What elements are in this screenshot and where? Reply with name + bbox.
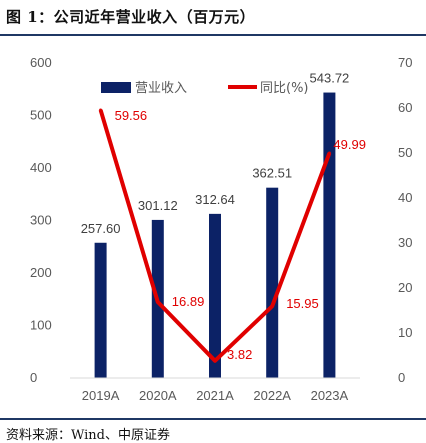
x-axis-tick-label: 2019A — [82, 388, 120, 403]
right-axis-tick-label: 30 — [398, 235, 412, 250]
left-axis-tick-label: 0 — [30, 370, 37, 385]
line-value-label: 59.56 — [115, 108, 148, 123]
data-labels: 257.60 301.12 312.64 362.51 543.72 59.56 16.89… — [81, 71, 366, 362]
left-axis-tick-label: 200 — [30, 265, 52, 280]
x-axis-tick-label: 2020A — [139, 388, 177, 403]
left-axis-tick-label: 500 — [30, 108, 52, 123]
revenue-chart: 0 100 200 300 400 500 600 0 10 20 30 40 50 60 70 2019… — [30, 55, 412, 403]
left-axis-tick-label: 600 — [30, 55, 52, 70]
left-axis-tick-label: 300 — [30, 213, 52, 228]
right-axis-tick-label: 0 — [398, 370, 405, 385]
bar-2021A — [209, 213, 221, 378]
bar-value-label: 543.72 — [310, 71, 350, 86]
yoy-point-2020A — [156, 300, 160, 304]
left-axis-tick-label: 100 — [30, 318, 52, 333]
x-axis-tick-label: 2023A — [311, 388, 349, 403]
left-axis: 0 100 200 300 400 500 600 — [30, 55, 52, 385]
bar-2023A — [323, 92, 336, 378]
bar-value-label: 362.51 — [252, 166, 292, 181]
bar-2019A — [94, 242, 107, 378]
line-value-label: 16.89 — [172, 294, 205, 309]
legend: 营业收入 同比(%) — [101, 81, 309, 96]
bottom-rule — [0, 418, 426, 420]
right-axis-tick-label: 40 — [398, 190, 412, 205]
yoy-point-2019A — [99, 108, 103, 112]
legend-line-label: 同比(%) — [260, 81, 309, 96]
yoy-point-2022A — [270, 304, 274, 308]
line-value-label: 3.82 — [227, 347, 252, 362]
top-rule — [0, 34, 426, 36]
bar-value-label: 312.64 — [195, 192, 235, 207]
right-axis-tick-label: 60 — [398, 100, 412, 115]
source-note: 资料来源：Wind、中原证券 — [6, 428, 170, 443]
line-value-label: 49.99 — [333, 137, 366, 152]
x-axis-tick-label: 2021A — [196, 388, 234, 403]
right-axis-tick-label: 10 — [398, 325, 412, 340]
right-axis-tick-label: 70 — [398, 55, 412, 70]
line-value-label: 15.95 — [286, 296, 319, 311]
bar-series — [94, 92, 336, 378]
x-axis-tick-label: 2022A — [253, 388, 291, 403]
bar-value-label: 301.12 — [138, 198, 178, 213]
chart-title: 图 1：公司近年营业收入（百万元） — [6, 8, 256, 26]
bar-2022A — [266, 187, 279, 378]
line-series — [98, 108, 332, 363]
legend-bar-swatch — [101, 82, 131, 93]
right-axis-tick-label: 50 — [398, 145, 412, 160]
legend-bar-label: 营业收入 — [135, 81, 187, 96]
left-axis-tick-label: 400 — [30, 160, 52, 175]
bar-value-label: 257.60 — [81, 221, 121, 236]
right-axis-tick-label: 20 — [398, 280, 412, 295]
x-axis: 2019A 2020A 2021A 2022A 2023A — [70, 377, 360, 403]
right-axis: 0 10 20 30 40 50 60 70 — [398, 55, 412, 385]
yoy-point-2023A — [327, 151, 331, 155]
yoy-point-2021A — [213, 359, 217, 363]
